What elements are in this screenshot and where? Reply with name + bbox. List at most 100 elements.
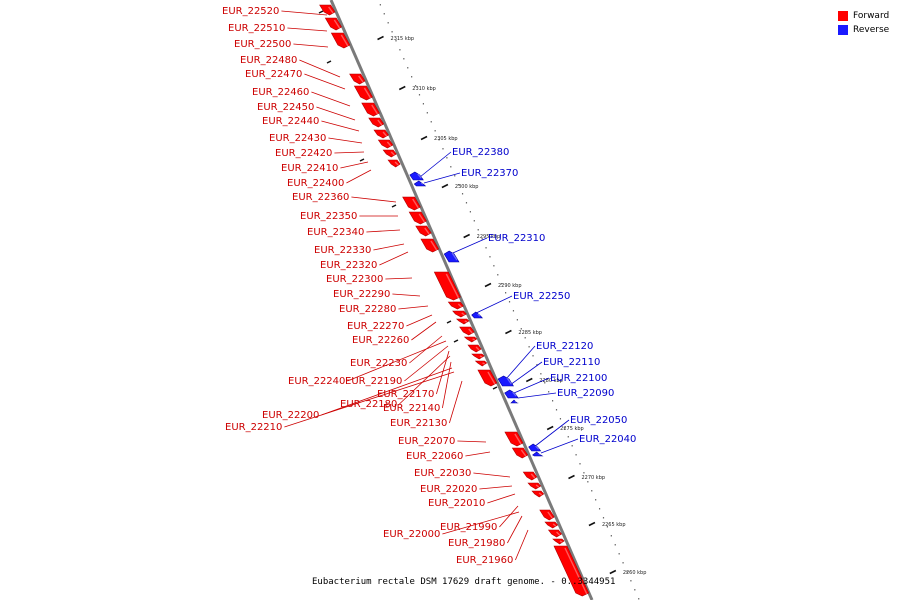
forward-leader-line (442, 511, 520, 535)
gene-block-highlight (487, 371, 496, 385)
reverse-leader-line (513, 377, 550, 394)
forward-leader-line (321, 120, 360, 132)
gene-block-highlight (547, 511, 553, 519)
scale-dot (422, 103, 425, 105)
scale-dot (418, 94, 421, 96)
forward-gene-block (368, 117, 385, 128)
scale-ticks: 2315 kbp 2310 kbp 2305 kbp 2300 kbp 2295 kbp… (318, 10, 646, 576)
gene-block-highlight (559, 540, 563, 543)
forward-gene-label: EUR_22000 (383, 529, 440, 540)
forward-gene-label: EUR_22260 (352, 335, 409, 346)
scale-dot (469, 211, 471, 213)
forward-leader-line (284, 371, 455, 428)
scale-dotted-line (379, 4, 640, 600)
gene-block-highlight (371, 104, 379, 115)
feature-marker (359, 158, 365, 162)
forward-gene-block (467, 344, 482, 353)
scale-dot (403, 58, 405, 60)
scale-dot (563, 427, 565, 429)
forward-leader-line (398, 305, 429, 310)
scale-dot (458, 184, 460, 186)
forward-leader-line (442, 361, 452, 409)
scale-tick-mark (484, 282, 492, 288)
forward-leader-line (340, 161, 369, 169)
scale-dot (446, 157, 448, 159)
forward-leader-line (449, 380, 463, 424)
gene-block-highlight (514, 433, 522, 445)
forward-gene-label: EUR_22200 (262, 410, 319, 421)
legend-reverse: Reverse (838, 23, 889, 37)
gene-block-highlight (552, 523, 557, 527)
reverse-gene-label: EUR_22370 (461, 168, 518, 179)
forward-gene-label: EUR_22480 (240, 55, 297, 66)
gene-block-highlight (382, 131, 388, 137)
gene-features (319, 4, 590, 597)
scale-tick-mark (377, 35, 384, 41)
scale-tick-mark (505, 329, 512, 335)
gene-block-highlight (418, 213, 426, 223)
reverse-gene-block (510, 399, 519, 404)
scale-dot (575, 454, 577, 456)
legend-reverse-label: Reverse (853, 25, 890, 35)
forward-gene-block (415, 225, 432, 237)
reverse-gene-label: EUR_22380 (452, 147, 509, 158)
forward-leader-line (346, 169, 372, 184)
scale-dot (426, 112, 428, 114)
scale-dot (520, 328, 522, 330)
gene-block-highlight (328, 6, 334, 14)
scale-dot (516, 319, 518, 321)
scale-tick-label: 2265 kbp (602, 522, 626, 528)
feature-marker (318, 10, 324, 14)
scale-dot (508, 301, 511, 303)
forward-gene-block (547, 529, 563, 538)
scale-dot (473, 220, 475, 222)
scale-dot (638, 598, 640, 600)
forward-gene-label: EUR_22440 (262, 116, 319, 127)
scale-dot (501, 283, 503, 285)
scale-tick-mark (546, 425, 554, 431)
forward-gene-block (387, 159, 401, 168)
scale-dot (552, 400, 554, 402)
forward-gene-label: EUR_22230 (350, 358, 407, 369)
scale-tick-label: 2285 kbp (518, 330, 542, 336)
scale-dot (622, 562, 624, 564)
genome-caption: Eubacterium rectale DSM 17629 draft geno… (312, 577, 616, 587)
forward-leader-line (392, 293, 421, 297)
scale-tick-mark (588, 521, 596, 527)
scale-dot (442, 148, 444, 150)
scale-dot (454, 175, 456, 177)
scale-dot (544, 382, 546, 384)
feature-marker (391, 204, 397, 208)
forward-gene-label: EUR_22320 (320, 260, 377, 271)
reverse-gene-label: EUR_22110 (543, 357, 600, 368)
forward-leader-line (287, 27, 328, 32)
scale-dot (634, 589, 636, 591)
reverse-gene-block (413, 180, 427, 187)
forward-gene-label: EUR_22280 (339, 304, 396, 315)
scale-dot (626, 571, 628, 573)
scale-tick-mark (525, 377, 533, 383)
reverse-gene-block (443, 250, 460, 263)
feature-marker (326, 60, 332, 64)
forward-gene-block (408, 211, 427, 225)
gene-block-highlight (477, 313, 481, 317)
scale-dot (493, 265, 495, 267)
scale-dot (555, 409, 558, 411)
gene-block-highlight (424, 227, 430, 235)
forward-leader-line (473, 472, 511, 478)
forward-gene-block (553, 545, 590, 597)
forward-gene-block (353, 85, 373, 101)
gene-block-highlight (564, 547, 588, 595)
scale-dot (591, 490, 593, 492)
scale-dot (532, 355, 534, 357)
forward-gene-block (459, 326, 475, 336)
gene-block-highlight (468, 328, 473, 334)
gene-block-highlight (506, 377, 512, 385)
forward-gene-label: EUR_22010 (428, 498, 485, 509)
forward-gene-block (463, 336, 478, 343)
gene-block-highlight (535, 445, 540, 450)
forward-gene-label: EUR_22030 (414, 468, 471, 479)
gene-block-highlight (340, 34, 349, 47)
forward-gene-label: EUR_22130 (390, 418, 447, 429)
scale-tick-mark (441, 183, 449, 189)
